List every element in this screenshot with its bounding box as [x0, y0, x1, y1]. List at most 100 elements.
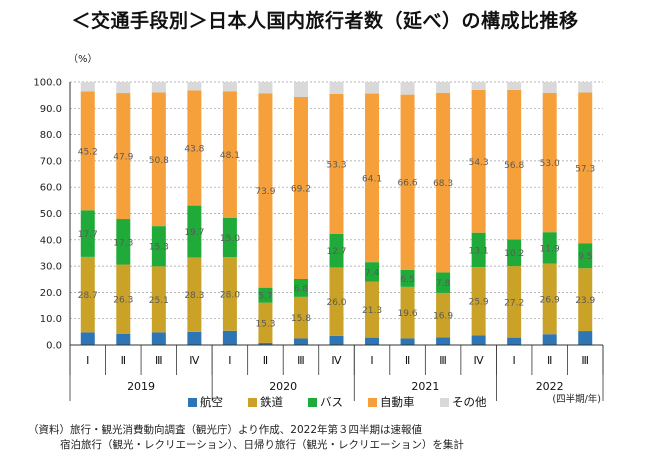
data-label: 12.7 — [326, 247, 346, 257]
data-label: 50.8 — [149, 156, 169, 166]
bar-segment — [471, 82, 486, 90]
legend-swatch — [440, 398, 449, 407]
legend-swatch — [188, 398, 197, 407]
data-label: 53.0 — [540, 159, 560, 169]
bar-segment — [436, 82, 451, 93]
bar-segment — [80, 332, 95, 345]
data-label: 6.5 — [400, 275, 414, 285]
bar-segment — [187, 331, 202, 345]
x-tick-label: Ⅳ — [331, 354, 342, 367]
bar-segment — [329, 93, 344, 235]
data-label: 25.9 — [469, 298, 489, 308]
y-tick-label: 80.0 — [40, 130, 62, 141]
bar-segment — [151, 226, 166, 267]
data-label: 28.7 — [78, 291, 98, 301]
y-tick-label: 70.0 — [40, 156, 62, 167]
data-label: 17.3 — [113, 238, 133, 248]
bar-segment — [507, 82, 522, 90]
bar-segment — [436, 292, 451, 338]
year-label: 2019 — [127, 380, 155, 393]
x-axis-unit-note: (四半期/年) — [552, 393, 601, 405]
bar-segment — [542, 82, 557, 93]
bar-segment — [471, 232, 486, 268]
year-label: 2021 — [411, 380, 439, 393]
y-tick-label: 0.0 — [46, 341, 62, 352]
data-label: 15.8 — [291, 314, 311, 324]
bar-segment — [400, 286, 415, 339]
bar-segment — [436, 272, 451, 293]
bar-segment — [471, 267, 486, 336]
bar-segment — [258, 342, 273, 345]
year-label: 2020 — [269, 380, 297, 393]
y-tick-label: 30.0 — [40, 262, 62, 273]
bar-segment — [293, 296, 308, 339]
data-label: 28.0 — [220, 290, 240, 300]
y-tick-label: 100.0 — [33, 78, 62, 89]
data-label: 47.9 — [113, 153, 133, 163]
bar-segment — [293, 338, 308, 345]
legend-swatch — [308, 398, 317, 407]
data-label: 27.2 — [504, 298, 524, 308]
data-label: 7.4 — [365, 268, 380, 278]
bar-segment — [365, 93, 380, 263]
bar-segment — [222, 330, 237, 345]
data-label: 56.8 — [504, 161, 524, 171]
data-label: 26.3 — [113, 296, 133, 306]
bar-segment — [258, 302, 273, 343]
legend-label: その他 — [452, 395, 487, 409]
x-tick-label: Ⅱ — [405, 354, 410, 367]
data-label: 23.9 — [575, 296, 595, 306]
bar-segment — [258, 93, 273, 288]
bar-segment — [187, 205, 202, 258]
bar-segment — [116, 93, 131, 220]
x-tick-label: Ⅰ — [228, 354, 231, 367]
bar-segment — [507, 337, 522, 345]
x-tick-label: Ⅰ — [86, 354, 89, 367]
bar-segment — [222, 257, 237, 331]
bar-segment — [578, 331, 593, 345]
x-tick-label: Ⅱ — [547, 354, 552, 367]
y-tick-label: 90.0 — [40, 104, 62, 115]
x-tick-label: Ⅱ — [263, 354, 268, 367]
data-label: 19.7 — [184, 228, 204, 238]
bar-segment — [151, 332, 166, 345]
data-label: 15.0 — [220, 234, 240, 244]
data-label: 15.3 — [255, 319, 275, 329]
bar-segment — [365, 82, 380, 94]
bar-segment — [151, 92, 166, 227]
bar-segment — [222, 91, 237, 218]
legend-swatch — [368, 398, 377, 407]
source-note: （資料）旅行・観光消費動向調査（観光庁）より作成、2022年第３四半期は速報値 — [28, 424, 423, 436]
data-label: 57.3 — [575, 164, 595, 174]
y-axis-unit: （%） — [68, 53, 98, 65]
y-tick-label: 60.0 — [40, 183, 62, 194]
data-label: 16.9 — [433, 312, 453, 322]
bar-segment — [187, 82, 202, 91]
data-label: 69.2 — [291, 184, 311, 194]
data-label: 25.1 — [149, 296, 169, 306]
x-tick-label: Ⅲ — [297, 354, 305, 367]
bar-segment — [80, 82, 95, 92]
data-label: 43.8 — [184, 145, 204, 155]
x-tick-label: Ⅲ — [155, 354, 163, 367]
bar-segment — [329, 267, 344, 336]
data-label: 48.1 — [220, 151, 240, 161]
bar-segment — [400, 94, 415, 270]
bar-segment — [116, 264, 131, 334]
bar-segment — [80, 210, 95, 257]
bar-segment — [578, 92, 593, 244]
data-label: 11.9 — [540, 244, 560, 254]
chart-title: ＜交通手段別＞日本人国内旅行者数（延べ）の構成比推移 — [71, 10, 579, 32]
bar-segment — [258, 82, 273, 94]
bar-segment — [116, 219, 131, 265]
data-label: 73.9 — [255, 187, 275, 197]
data-label: 7.8 — [436, 279, 451, 289]
x-tick-label: Ⅰ — [513, 354, 516, 367]
legend-swatch — [248, 398, 257, 407]
bar-segment — [116, 82, 131, 94]
data-label: 10.2 — [504, 249, 524, 259]
bar-segment — [222, 82, 237, 92]
bar-segment — [365, 262, 380, 282]
legend-label: バス — [320, 395, 343, 409]
